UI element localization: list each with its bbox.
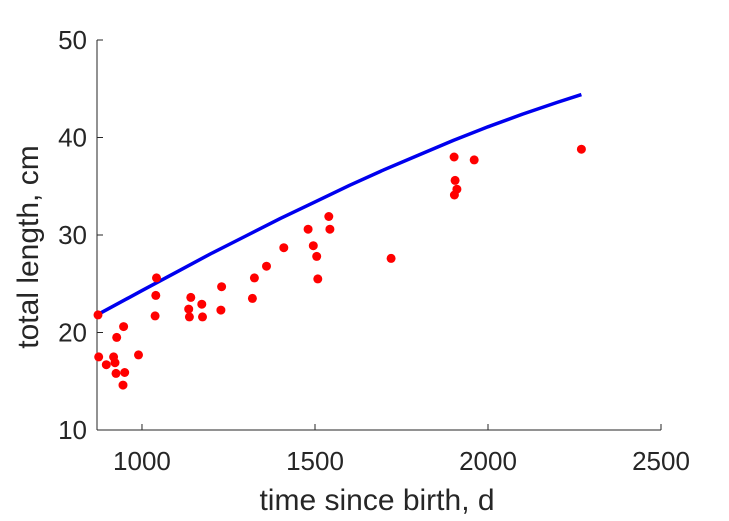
data-point [249,273,259,283]
y-tick-label: 40 [58,123,87,153]
data-point [119,322,129,332]
y-tick-label: 50 [58,25,87,55]
data-point [184,304,194,314]
x-tick-label: 2500 [632,446,690,476]
data-point [313,274,323,284]
fit-line [96,92,582,317]
x-tick-label: 1500 [286,446,344,476]
data-point [112,332,122,342]
y-tick-label: 20 [58,318,87,348]
data-point [303,224,313,234]
data-points [93,144,586,390]
y-axis-label: total length, cm [12,145,45,348]
data-point [101,360,111,370]
data-point [110,358,120,368]
x-tick-label: 2000 [459,446,517,476]
data-point [198,312,207,322]
fit-curve [96,92,582,317]
x-axis-label: time since birth, d [259,484,494,517]
data-point [279,243,289,253]
data-point [134,350,143,360]
data-point [217,282,227,292]
data-point [93,310,103,320]
data-point [184,312,194,322]
data-point [469,155,479,165]
data-point [308,241,318,251]
data-point [449,152,459,162]
x-tick-label: 1000 [113,446,171,476]
data-point [120,368,130,377]
data-point [197,299,207,309]
data-point [262,261,271,271]
data-point [151,290,161,300]
y-tick-label: 10 [58,415,87,445]
data-point [152,273,161,283]
data-point [247,293,257,303]
data-point [324,212,334,221]
data-point [118,380,128,390]
data-point [150,311,160,321]
data-point [325,224,335,234]
data-point [386,253,396,263]
data-point [312,251,322,261]
data-point [94,352,104,362]
data-point [186,292,196,302]
data-point [576,144,586,154]
data-point [450,175,460,185]
data-point [111,368,121,378]
data-point [216,305,226,315]
axes: 10 20 30 40 50 1000 1500 2000 2500 [58,25,690,476]
data-point [452,184,462,194]
y-tick-label: 30 [58,220,87,250]
